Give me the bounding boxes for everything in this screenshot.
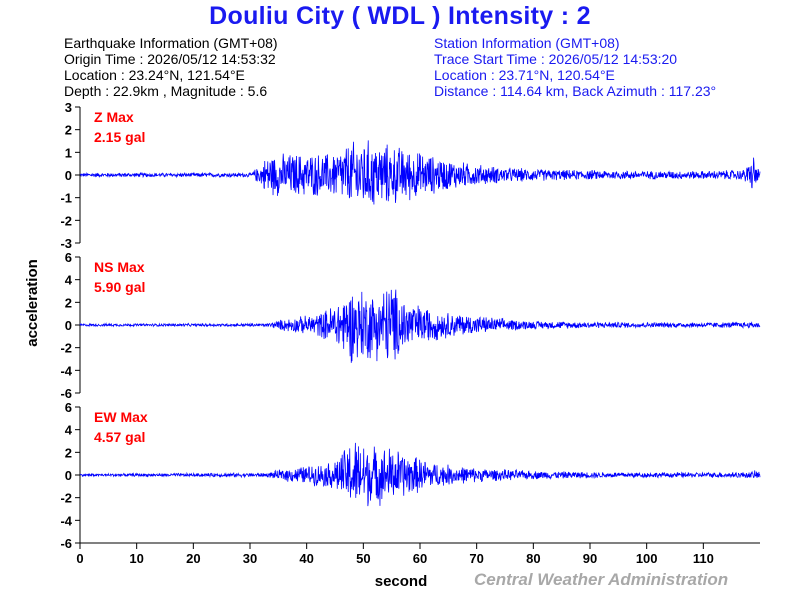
earthquake-info-heading: Earthquake Information (GMT+08) bbox=[64, 35, 278, 51]
panel-max-ns: 5.90 gal bbox=[94, 279, 145, 295]
x-axis-title: second bbox=[375, 573, 428, 590]
x-tick-label: 60 bbox=[413, 551, 427, 566]
x-tick-label: 110 bbox=[693, 551, 714, 566]
y-axis-title: acceleration bbox=[24, 259, 41, 347]
x-tick-label: 90 bbox=[583, 551, 597, 566]
y-tick-label: -6 bbox=[60, 386, 72, 401]
panel-max-ew: 4.57 gal bbox=[94, 429, 145, 445]
y-tick-label: 6 bbox=[65, 250, 72, 265]
x-tick-label: 10 bbox=[129, 551, 143, 566]
x-tick-label: 0 bbox=[76, 551, 83, 566]
y-tick-label: -1 bbox=[60, 191, 72, 206]
x-tick-label: 40 bbox=[299, 551, 313, 566]
earthquake-info: Earthquake Information (GMT+08) Origin T… bbox=[64, 35, 278, 99]
station-info: Station Information (GMT+08) Trace Start… bbox=[434, 35, 716, 99]
y-tick-label: -4 bbox=[60, 363, 72, 378]
x-tick-label: 30 bbox=[243, 551, 257, 566]
y-tick-label: 6 bbox=[65, 400, 72, 415]
depth-magnitude: Depth : 22.9km , Magnitude : 5.6 bbox=[64, 83, 268, 99]
trace-start-time: Trace Start Time : 2026/05/12 14:53:20 bbox=[434, 51, 678, 67]
y-tick-label: -6 bbox=[60, 536, 72, 551]
y-tick-label: 2 bbox=[65, 123, 72, 138]
origin-time: Origin Time : 2026/05/12 14:53:32 bbox=[64, 51, 276, 67]
y-tick-label: 3 bbox=[65, 100, 72, 115]
agency-credit: Central Weather Administration bbox=[474, 570, 729, 589]
y-tick-label: -2 bbox=[60, 491, 72, 506]
distance-azimuth: Distance : 114.64 km, Back Azimuth : 117… bbox=[434, 83, 717, 99]
panel-label-ns: NS Max bbox=[94, 259, 145, 275]
station-location: Location : 23.71°N, 120.54°E bbox=[434, 67, 615, 83]
x-tick-label: 100 bbox=[636, 551, 658, 566]
x-tick-label: 20 bbox=[186, 551, 200, 566]
x-tick-label: 80 bbox=[526, 551, 540, 566]
y-tick-label: 2 bbox=[65, 295, 72, 310]
panel-max-z: 2.15 gal bbox=[94, 129, 145, 145]
y-tick-label: 4 bbox=[65, 273, 73, 288]
y-tick-label: -2 bbox=[60, 213, 72, 228]
x-tick-label: 50 bbox=[356, 551, 370, 566]
y-tick-label: -2 bbox=[60, 341, 72, 356]
panel-label-ew: EW Max bbox=[94, 409, 148, 425]
y-tick-label: 0 bbox=[65, 168, 72, 183]
y-tick-label: -3 bbox=[60, 236, 72, 251]
x-tick-label: 70 bbox=[469, 551, 483, 566]
y-tick-label: 2 bbox=[65, 445, 72, 460]
chart-title: Douliu City ( WDL ) Intensity : 2 bbox=[209, 2, 591, 30]
y-tick-label: -4 bbox=[60, 513, 72, 528]
waveform-ns bbox=[79, 289, 761, 363]
waveform-z bbox=[79, 140, 761, 205]
y-tick-label: 0 bbox=[65, 468, 72, 483]
panel-label-z: Z Max bbox=[94, 109, 134, 125]
waveform-ew bbox=[79, 442, 761, 507]
y-tick-label: 4 bbox=[65, 423, 73, 438]
epicenter-location: Location : 23.24°N, 121.54°E bbox=[64, 67, 245, 83]
y-tick-label: 0 bbox=[65, 318, 72, 333]
station-info-heading: Station Information (GMT+08) bbox=[434, 35, 620, 51]
y-tick-label: 1 bbox=[65, 145, 72, 160]
